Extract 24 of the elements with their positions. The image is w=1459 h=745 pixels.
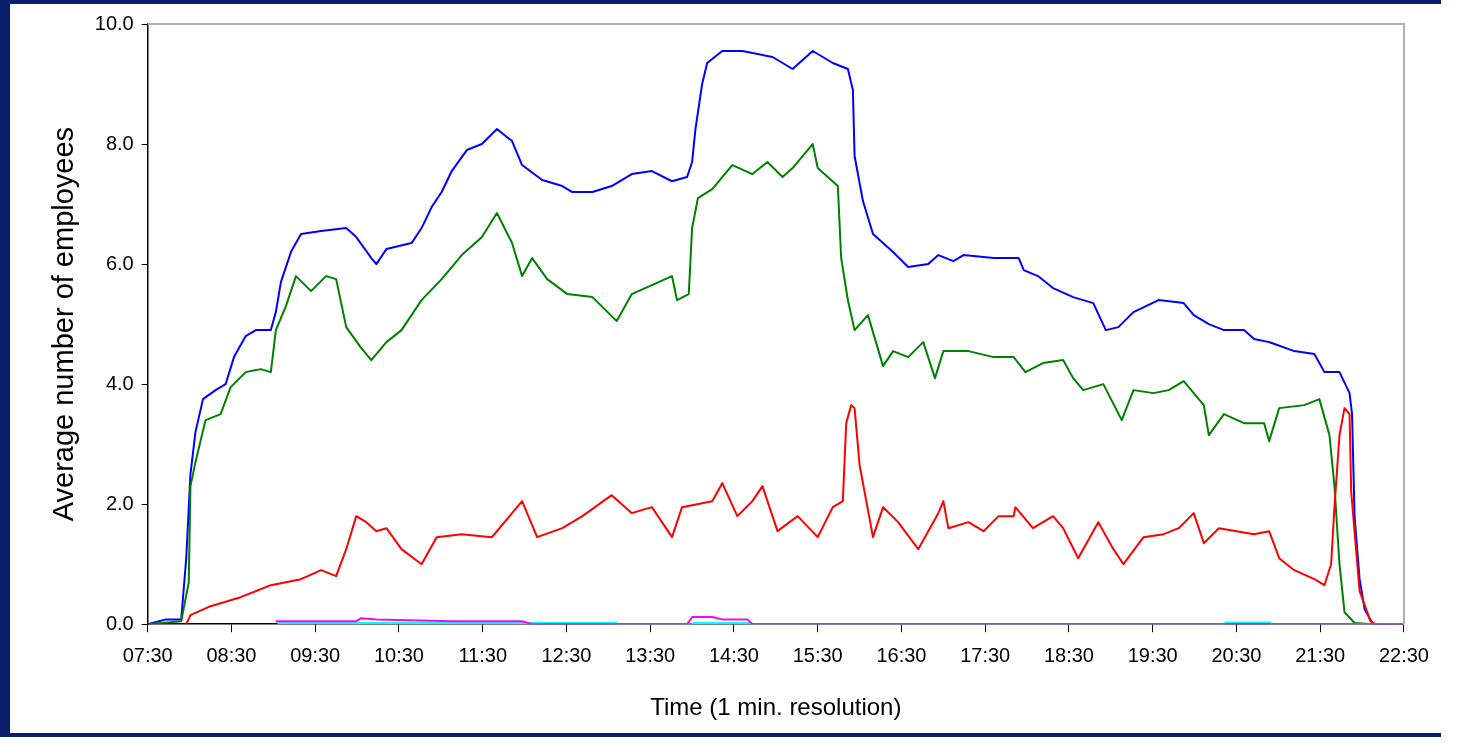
y-tick-label: 10.0 [94, 11, 134, 34]
x-tick-label: 21:30 [1295, 643, 1346, 666]
x-tick-label: 13:30 [625, 643, 676, 666]
y-tick-label: 2.0 [105, 491, 134, 514]
y-axis-title: Average number of employees [47, 126, 80, 522]
x-tick-label: 11:30 [458, 643, 508, 666]
x-axis-title: Time (1 min. resolution) [650, 693, 902, 721]
y-tick-label: 6.0 [105, 251, 134, 274]
y-tick-label: 4.0 [105, 371, 134, 394]
x-tick-label: 10:30 [373, 643, 425, 666]
x-tick-label: 18:30 [1043, 643, 1095, 666]
x-tick-label: 17:30 [960, 643, 1011, 666]
x-tick-label: 15:30 [792, 643, 843, 666]
x-tick-label: 12:30 [541, 643, 592, 666]
x-tick-label: 22:30 [1378, 643, 1430, 666]
x-tick-label: 19:30 [1127, 643, 1178, 666]
x-tick-label: 07:30 [122, 643, 173, 666]
x-tick-label: 08:30 [206, 643, 257, 666]
y-tick-label: 0.0 [105, 611, 134, 634]
x-tick-label: 16:30 [876, 643, 927, 666]
y-tick-label: 8.0 [105, 131, 134, 154]
x-tick-label: 14:30 [708, 643, 760, 666]
x-tick-label: 09:30 [290, 643, 341, 666]
x-tick-label: 20:30 [1211, 643, 1262, 666]
